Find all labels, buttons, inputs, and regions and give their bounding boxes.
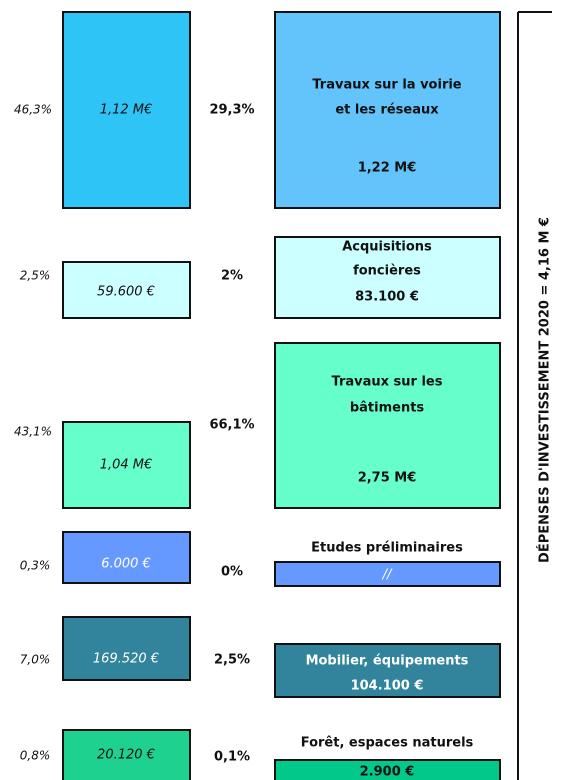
- mid-pct: 2,5%: [214, 653, 250, 668]
- right-label: Mobilier, équipements: [306, 654, 469, 669]
- right-value: 2,75 M€: [358, 471, 417, 486]
- right-label: Acquisitions: [342, 240, 432, 255]
- left-pct: 2,5%: [20, 269, 51, 283]
- left-box: [62, 11, 191, 209]
- left-value: 1,12 M€: [100, 103, 153, 118]
- left-pct: 0,8%: [20, 749, 51, 763]
- right-value: 2.900 €: [360, 765, 415, 780]
- right-box: [274, 11, 501, 209]
- right-value: //: [382, 568, 393, 583]
- mid-pct: 2%: [221, 269, 243, 284]
- right-label: Travaux sur la voirie: [312, 78, 461, 93]
- left-box: [62, 261, 191, 319]
- right-label: Forêt, espaces naturels: [301, 736, 474, 751]
- left-value: 6.000 €: [101, 557, 151, 572]
- left-pct: 46,3%: [14, 103, 52, 117]
- right-box: [274, 561, 501, 587]
- right-box: [274, 236, 501, 319]
- right-label: Travaux sur les: [332, 375, 443, 390]
- mid-pct: 66,1%: [209, 418, 254, 433]
- right-label: Etudes préliminaires: [311, 541, 463, 556]
- left-pct: 7,0%: [20, 653, 51, 667]
- side-title: DÉPENSES D'INVESTISSEMENT 2020 = 4,16 M …: [537, 217, 553, 563]
- right-box: [274, 759, 501, 780]
- mid-pct: 0%: [221, 565, 243, 580]
- left-pct: 43,1%: [14, 425, 52, 439]
- left-pct: 0,3%: [20, 559, 51, 573]
- left-value: 169.520 €: [93, 652, 159, 667]
- right-value: 83.100 €: [355, 290, 419, 305]
- left-box: [62, 616, 191, 681]
- right-label: bâtiments: [350, 401, 425, 416]
- right-value: 1,22 M€: [358, 161, 417, 176]
- mid-pct: 29,3%: [209, 103, 254, 118]
- left-box: [62, 531, 191, 584]
- right-box: [274, 643, 501, 698]
- left-box: [62, 729, 191, 780]
- left-value: 20.120 €: [97, 748, 155, 763]
- mid-pct: 0,1%: [214, 750, 250, 765]
- right-box: [274, 342, 501, 509]
- left-box: [62, 421, 191, 509]
- right-label: foncières: [353, 264, 421, 279]
- left-value: 59.600 €: [97, 285, 155, 300]
- right-value: 104.100 €: [351, 679, 424, 694]
- left-value: 1,04 M€: [100, 458, 153, 473]
- right-label: et les réseaux: [335, 103, 439, 118]
